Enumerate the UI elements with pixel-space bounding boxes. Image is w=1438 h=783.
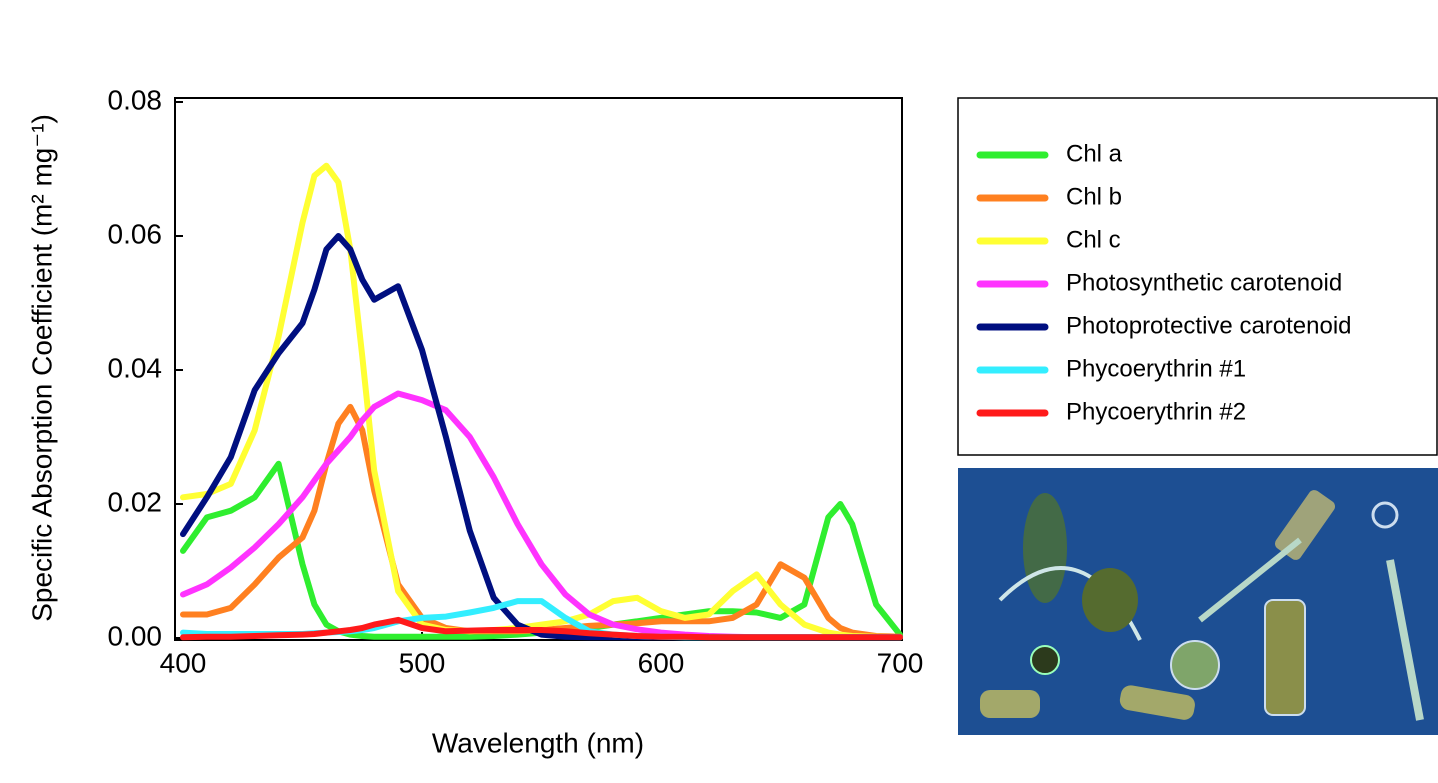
photo-cell — [1030, 645, 1060, 675]
photo-cell — [1119, 685, 1195, 720]
legend-label: Chl a — [1066, 140, 1123, 167]
photo-cell — [1198, 537, 1302, 623]
y-tick-label: 0.00 — [108, 620, 163, 651]
photo-cell — [1023, 493, 1067, 603]
legend-label: Phycoerythrin #1 — [1066, 355, 1246, 382]
photo-cell — [980, 690, 1040, 718]
series-line — [180, 616, 903, 641]
x-tick-label: 700 — [877, 647, 924, 678]
y-tick-label: 0.02 — [108, 486, 163, 517]
x-axis-title: Wavelength (nm) — [432, 727, 644, 758]
photo — [958, 468, 1438, 735]
photo-cell — [1170, 640, 1220, 690]
photo-cell — [1082, 568, 1138, 632]
legend-label: Photosynthetic carotenoid — [1066, 269, 1342, 296]
legend-label: Chl b — [1066, 183, 1122, 210]
legend-label: Chl c — [1066, 226, 1121, 253]
photo-cell — [1264, 599, 1306, 716]
y-tick-label: 0.04 — [108, 352, 163, 383]
legend-label: Phycoerythrin #2 — [1066, 398, 1246, 425]
photo-cell — [1274, 490, 1336, 560]
photo-cell — [1371, 501, 1399, 529]
y-axis-title: Specific Absorption Coefficient (m² mg⁻¹… — [26, 114, 57, 622]
x-tick-label: 600 — [638, 647, 685, 678]
y-tick-label: 0.06 — [108, 218, 163, 249]
x-tick-label: 500 — [399, 647, 446, 678]
legend-label: Photoprotective carotenoid — [1066, 312, 1352, 339]
y-tick-label: 0.08 — [108, 84, 163, 115]
series-line — [180, 233, 903, 641]
x-tick-label: 400 — [160, 647, 207, 678]
photo-cell — [1386, 559, 1424, 721]
